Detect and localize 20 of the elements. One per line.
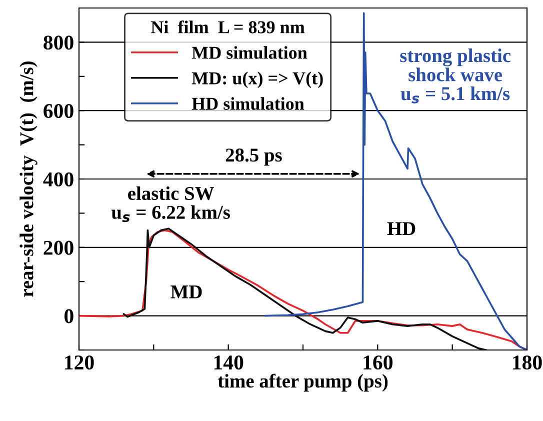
annotation: MD xyxy=(170,286,202,298)
x-axis-title: time after pump (ps) xyxy=(218,374,388,392)
legend-title: Ni film L = 839 nm xyxy=(151,20,305,34)
y-tick-label: 0 xyxy=(64,309,74,324)
y-axis-title: rear-side velocity V(t) (m/s) xyxy=(20,62,38,297)
annotation: strong plastic shock wave u$_{s}$ = 5.1 km/s xyxy=(400,48,511,104)
x-tick-label: 120 xyxy=(65,355,94,370)
y-tick-label: 200 xyxy=(44,240,74,255)
x-tick-label: 140 xyxy=(214,355,244,370)
legend-label: MD simulation xyxy=(192,46,308,59)
annotation: 28.5 ps xyxy=(226,148,282,166)
x-tick-label: 180 xyxy=(513,355,542,370)
x-tick-label: 160 xyxy=(364,355,392,370)
annotation: HD xyxy=(387,222,416,236)
legend-label: HD simulation xyxy=(192,97,304,110)
y-tick-label: 400 xyxy=(43,172,74,186)
legend-label: MD: u(x) => V(t) xyxy=(192,72,323,88)
y-tick-label: 600 xyxy=(44,104,74,118)
y-tick-label: 800 xyxy=(44,36,74,50)
annotation: elastic SW u$_{s}$ = 6.22 km/s xyxy=(111,186,230,222)
